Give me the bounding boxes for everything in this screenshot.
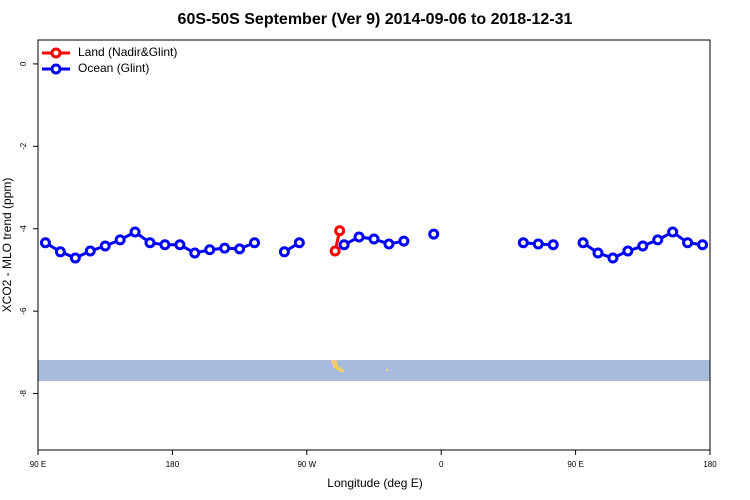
point — [144, 237, 156, 249]
x-tick-label: 90 E — [30, 460, 46, 469]
point — [652, 234, 664, 246]
point — [338, 239, 350, 251]
point — [159, 239, 171, 251]
x-axis-label: Longitude (deg E) — [327, 476, 422, 490]
point — [532, 238, 544, 250]
latitude-band — [38, 360, 710, 381]
point — [697, 239, 709, 251]
legend-marker — [50, 63, 62, 75]
chart-title: 60S-50S September (Ver 9) 2014-09-06 to … — [178, 11, 573, 28]
point — [129, 226, 141, 238]
point — [334, 225, 346, 237]
point — [99, 240, 111, 252]
point — [54, 246, 66, 258]
x-tick-label: 0 — [439, 460, 444, 469]
point — [249, 237, 261, 249]
x-tick-label: 90 W — [297, 460, 316, 469]
y-tick-label: -2 — [19, 142, 28, 150]
point — [667, 226, 679, 238]
point — [114, 234, 126, 246]
point — [622, 245, 634, 257]
point — [278, 246, 290, 258]
point — [234, 243, 246, 255]
point — [607, 252, 619, 264]
x-tick-label: 90 E — [567, 460, 583, 469]
point — [682, 237, 694, 249]
y-tick-label: 0 — [19, 61, 28, 66]
point — [547, 239, 559, 251]
point — [84, 245, 96, 257]
point — [428, 228, 440, 240]
point — [69, 252, 81, 264]
point — [368, 233, 380, 245]
point — [517, 237, 529, 249]
point — [637, 240, 649, 252]
point — [577, 237, 589, 249]
legend-label: Ocean (Glint) — [78, 61, 149, 75]
x-tick-label: 180 — [166, 460, 180, 469]
point — [353, 231, 365, 243]
land-speckles — [331, 360, 388, 372]
legend-label: Land (Nadir&Glint) — [78, 45, 177, 59]
point — [189, 247, 201, 259]
point — [293, 237, 305, 249]
y-tick-label: -4 — [19, 225, 28, 233]
point — [592, 247, 604, 259]
point — [174, 239, 186, 251]
plot-frame — [37, 39, 711, 451]
y-axis-label: XCO2 - MLO trend (ppm) — [0, 178, 14, 313]
point — [383, 238, 395, 250]
point — [39, 237, 51, 249]
x-tick-label: 180 — [703, 460, 717, 469]
y-tick-label: -8 — [19, 389, 28, 397]
point — [204, 244, 216, 256]
legend-marker — [50, 47, 62, 59]
point — [219, 242, 231, 254]
point — [398, 235, 410, 247]
point — [329, 245, 341, 257]
y-tick-label: -6 — [19, 307, 28, 315]
